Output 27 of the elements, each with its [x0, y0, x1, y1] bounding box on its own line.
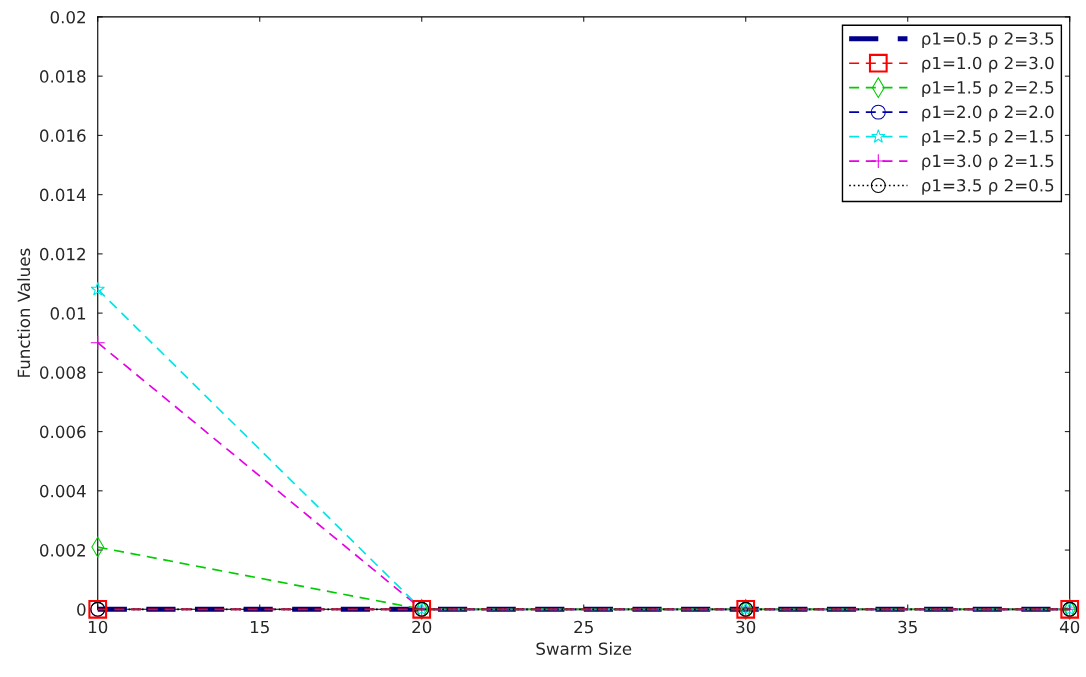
legend-label: ρ1=1.0 ρ 2=3.0 [922, 56, 1054, 73]
y-tick-label: 0.012 [40, 247, 85, 261]
y-tick-label: 0.018 [40, 70, 86, 83]
x-tick-label: 35 [898, 620, 917, 634]
legend-label: ρ1=3.5 ρ 2=0.5 [922, 179, 1054, 195]
y-tick-label: 0 [77, 603, 86, 616]
legend-label: ρ1=1.5 ρ 2=2.5 [922, 81, 1054, 97]
legend-label: ρ1=2.5 ρ 2=1.5 [922, 130, 1054, 146]
y-tick-label: 0.02 [50, 10, 85, 24]
x-tick-label: 10 [88, 620, 108, 634]
y-tick-label: 0.008 [40, 366, 86, 379]
x-tick-label: 30 [736, 620, 756, 634]
legend-label: ρ1=0.5 ρ 2=3.5 [922, 32, 1054, 49]
y-axis-title: Function Values [17, 248, 31, 377]
legend-label: ρ1=2.0 ρ 2=2.0 [922, 105, 1054, 122]
y-tick-label: 0.01 [50, 307, 86, 320]
x-tick-label: 25 [574, 620, 593, 634]
x-tick-label: 15 [250, 620, 269, 634]
y-tick-label: 0.004 [40, 484, 86, 498]
y-tick-label: 0.016 [40, 129, 86, 142]
x-tick-label: 40 [1059, 620, 1080, 634]
x-axis-title: Swarm Size [536, 642, 632, 655]
legend-label: ρ1=3.0 ρ 2=1.5 [922, 154, 1054, 171]
y-tick-label: 0.006 [40, 425, 86, 439]
y-tick-label: 0.014 [40, 188, 86, 202]
x-tick-label: 20 [412, 620, 432, 634]
y-tick-label: 0.002 [40, 544, 85, 557]
